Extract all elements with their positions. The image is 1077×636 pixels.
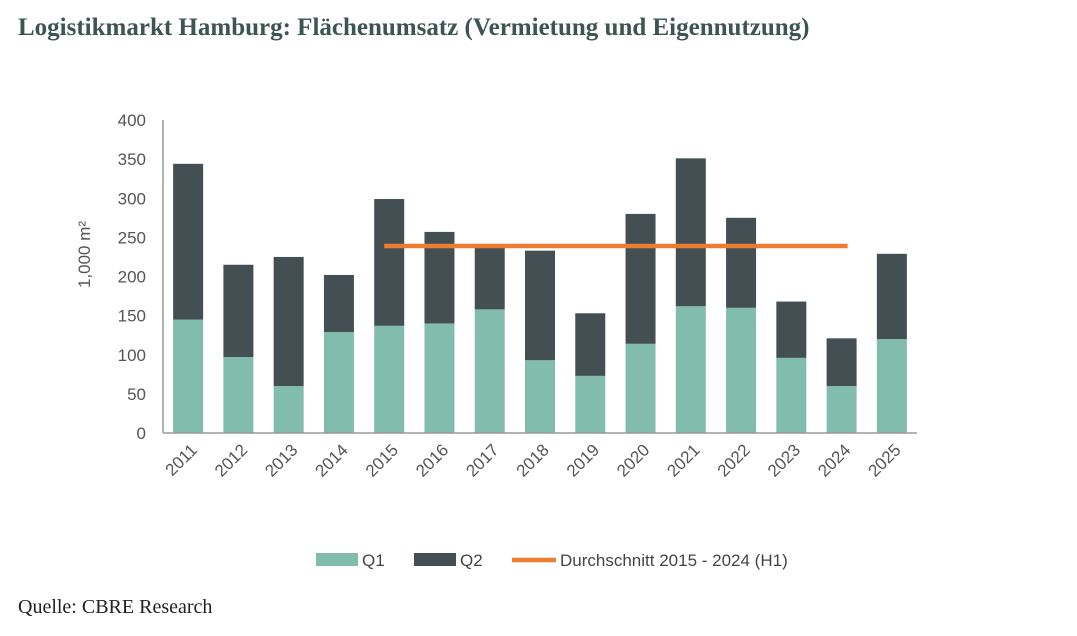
bar-q2-2025 xyxy=(876,253,907,340)
chart-title: Logistikmarkt Hamburg: Flächenumsatz (Ve… xyxy=(18,14,810,41)
x-tick-label: 2019 xyxy=(563,440,603,480)
x-tick-label: 2018 xyxy=(513,440,553,480)
bar-q1-2015 xyxy=(374,325,405,433)
y-tick-label: 200 xyxy=(118,268,146,287)
bar-q2-2021 xyxy=(675,158,706,307)
bars xyxy=(173,158,907,433)
bar-q1-2018 xyxy=(525,360,555,433)
x-tick-label: 2016 xyxy=(412,440,452,480)
bar-q1-2025 xyxy=(876,339,907,433)
bar-q1-2016 xyxy=(424,323,455,433)
y-tick-label: 400 xyxy=(118,111,146,130)
y-tick-label: 300 xyxy=(118,189,146,208)
bar-q1-2022 xyxy=(726,307,757,433)
y-tick-label: 350 xyxy=(118,150,146,169)
y-tick-label: 150 xyxy=(118,307,146,326)
legend-swatch-q2 xyxy=(414,553,456,566)
bar-q2-2012 xyxy=(223,264,254,358)
legend-swatch-q1 xyxy=(316,553,358,566)
x-tick-label: 2020 xyxy=(613,440,653,480)
x-tick-label: 2014 xyxy=(312,440,352,480)
bar-q1-2014 xyxy=(323,332,354,433)
bar-q1-2023 xyxy=(776,357,807,433)
x-tick-label: 2022 xyxy=(714,440,754,480)
y-tick-label: 100 xyxy=(118,346,146,365)
bar-q2-2013 xyxy=(273,256,304,387)
bar-q2-2024 xyxy=(826,338,857,387)
bar-q2-2014 xyxy=(323,274,354,333)
bar-q1-2011 xyxy=(173,319,204,433)
source-note: Quelle: CBRE Research xyxy=(18,596,213,618)
bar-q2-2017 xyxy=(474,245,505,310)
bar-q1-2017 xyxy=(474,309,505,433)
x-tick-label: 2024 xyxy=(814,440,854,480)
x-tick-label: 2015 xyxy=(362,440,402,480)
bar-q2-2023 xyxy=(776,301,807,358)
x-axis: 2011 2012 2013 2014 2015 2016 2017 2018 2019 2020… xyxy=(162,432,917,481)
bar-q1-2019 xyxy=(575,375,606,433)
x-tick-label: 2012 xyxy=(211,440,251,480)
x-tick-label: 2017 xyxy=(462,440,502,480)
legend-label: Q2 xyxy=(460,551,483,570)
bar-q1-2012 xyxy=(223,357,254,433)
legend: Q1 Q2 Durchschnitt 2015 - 2024 (H1) xyxy=(316,551,788,570)
bar-q2-2022 xyxy=(726,217,757,308)
bar-q1-2020 xyxy=(625,343,656,433)
x-tick-label: 2021 xyxy=(663,440,703,480)
legend-label: Durchschnitt 2015 - 2024 (H1) xyxy=(560,551,788,570)
y-axis: 0 50 100 150 200 250 300 350 400 xyxy=(118,111,164,443)
y-tick-label: 0 xyxy=(137,424,146,443)
bar-q1-2013 xyxy=(273,386,304,433)
y-tick-label: 50 xyxy=(127,385,146,404)
bar-q2-2020 xyxy=(625,213,656,344)
x-tick-label: 2025 xyxy=(865,440,905,480)
legend-label: Q1 xyxy=(362,551,385,570)
y-tick-label: 250 xyxy=(118,228,146,247)
bar-q2-2019 xyxy=(575,313,606,376)
bar-q2-2011 xyxy=(173,163,204,320)
y-axis-label: 1,000 m² xyxy=(75,221,94,288)
x-tick-label: 2013 xyxy=(261,440,301,480)
x-tick-label: 2023 xyxy=(764,440,804,480)
bar-q1-2021 xyxy=(675,306,706,433)
bar-q2-2015 xyxy=(374,199,405,326)
bar-q1-2024 xyxy=(826,386,857,433)
bar-q2-2018 xyxy=(525,250,555,361)
x-tick-label: 2011 xyxy=(162,440,201,479)
